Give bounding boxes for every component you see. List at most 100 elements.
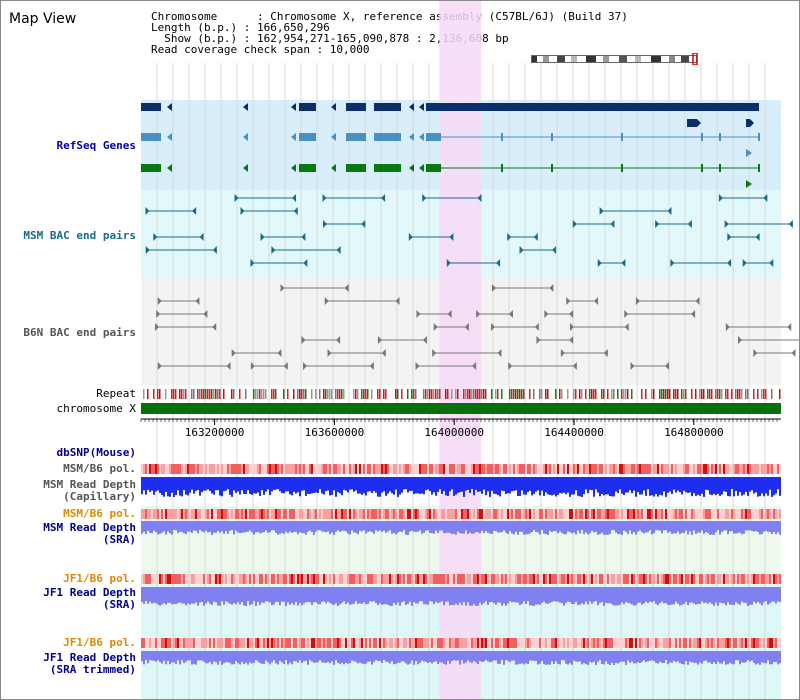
msm-depth-sra-bar [349,521,351,535]
msm-depth-sra-bar [607,521,609,535]
msm-pol-cell [491,464,493,474]
jf1-pol-cell [391,574,393,584]
jf1-pol-trimmed-cell [331,638,333,648]
b6n-bac-end [665,362,670,370]
gene-row-3-exon [141,164,161,172]
b6n-bac-end [415,362,420,370]
jf1-pol-trimmed-cell [463,638,465,648]
jf1-pol-trimmed-cell [433,638,435,648]
msm-depth-capillary-bar [251,477,253,495]
jf1-depth-sra-bar [529,587,531,606]
jf1-pol-cell [529,574,531,584]
msm-depth-capillary-bar [601,477,603,495]
msm-depth-sra-bar [595,521,597,532]
jf1-depth-sra-bar [737,587,739,604]
jf1-depth-sra-bar [635,587,637,606]
repeat-mark [589,389,591,399]
msm-pol-sra-cell [505,509,507,519]
jf1-pol-cell [341,574,343,584]
msm-depth-sra-bar [421,521,423,534]
msm-depth-sra-bar [585,521,587,533]
chromosome-ideogram[interactable] [531,53,701,65]
axis-tick-label: 163600000 [305,426,365,439]
jf1-pol-cell [329,574,331,584]
msm-pol-cell [691,464,693,474]
jf1-depth-sra-bar [467,587,469,603]
msm-pol-sra-cell [687,509,689,519]
msm-depth-capillary-bar [267,477,269,490]
msm-depth-sra-bar [343,521,345,531]
jf1-pol-cell [615,574,617,584]
repeat-mark [153,389,155,399]
jf1-pol-cell [487,574,489,584]
msm-pol-sra-cell [483,509,485,519]
jf1-pol-trimmed-cell [599,638,601,648]
jf1-pol-trimmed-cell [715,638,717,648]
msm-pol-sra-cell [437,509,439,519]
msm-depth-capillary-bar [721,477,723,495]
jf1-pol-trimmed-cell [175,638,177,648]
msm-pol-sra-cell [173,509,175,519]
msm-pol-cell [385,464,387,474]
jf1-depth-sra-bar [633,587,635,606]
gene-row-1-exon [141,103,161,111]
jf1-pol-trimmed-cell [743,638,745,648]
msm-pol-cell [243,464,245,474]
msm-depth-capillary-bar [167,477,169,497]
msm-depth-sra-bar [659,521,661,531]
msm-depth-capillary-bar [677,477,679,491]
gene-row-1-strand-arrow [291,103,296,111]
msm-pol-cell [205,464,207,474]
msm-bac-end [670,259,675,267]
jf1-pol-trimmed-cell [365,638,367,648]
repeat-mark [673,389,675,399]
jf1-depth-sra-bar [381,587,383,606]
jf1-depth-sra-bar [509,587,511,602]
jf1-depth-trimmed-bar [167,651,169,661]
jf1-pol-trimmed-cell [665,638,667,648]
jf1-pol-trimmed-cell [513,638,515,648]
jf1-depth-trimmed-bar [555,651,557,662]
repeat-mark [245,389,247,399]
msm-depth-capillary-bar [651,477,653,496]
msm-depth-sra-bar [437,521,439,534]
msm-pol-cell [229,464,231,474]
msm-depth-sra-bar [755,521,757,532]
jf1-pol-trimmed-cell [449,638,451,648]
msm-depth-sra-bar [399,521,401,532]
jf1-pol-cell [275,574,277,584]
jf1-depth-trimmed-bar [389,651,391,664]
msm-depth-capillary-bar [443,477,445,492]
msm-depth-sra-bar [369,521,371,532]
jf1-depth-trimmed-bar [369,651,371,662]
jf1-pol-cell [571,574,573,584]
msm-pol-sra-cell [421,509,423,519]
jf1-pol-cell [371,574,373,584]
ideogram-position-marker[interactable] [692,53,698,65]
repeat-mark [471,389,473,399]
jf1-pol-cell [685,574,687,584]
b6n-bac-end [336,336,341,344]
chromosome-label: chromosome X [56,402,136,415]
msm-depth-capillary-bar [531,477,533,496]
jf1-pol-trimmed-cell [399,638,401,648]
jf1-depth-sra-bar [587,587,589,605]
jf1-pol-trimmed-cell [627,638,629,648]
msm-depth-capillary-bar [431,477,433,495]
jf1-depth-sra-bar [743,587,745,603]
gene-row-1-exon [374,103,401,111]
jf1-pol-trimmed-cell [343,638,345,648]
jf1-depth-sra-bar [241,587,243,603]
jf1-pol-cell [513,574,515,584]
repeat-mark [185,389,187,399]
msm-pol-cell [291,464,293,474]
repeat-mark [513,389,515,399]
msm-depth-capillary-bar [313,477,315,494]
msm-depth-capillary-bar [223,477,225,492]
repeat-mark [201,389,203,399]
msm-depth-sra-bar [681,521,683,533]
gene-row-3-exon [299,164,316,172]
jf1-depth-trimmed-bar [299,651,301,661]
msm-pol-sra-cell [161,509,163,519]
